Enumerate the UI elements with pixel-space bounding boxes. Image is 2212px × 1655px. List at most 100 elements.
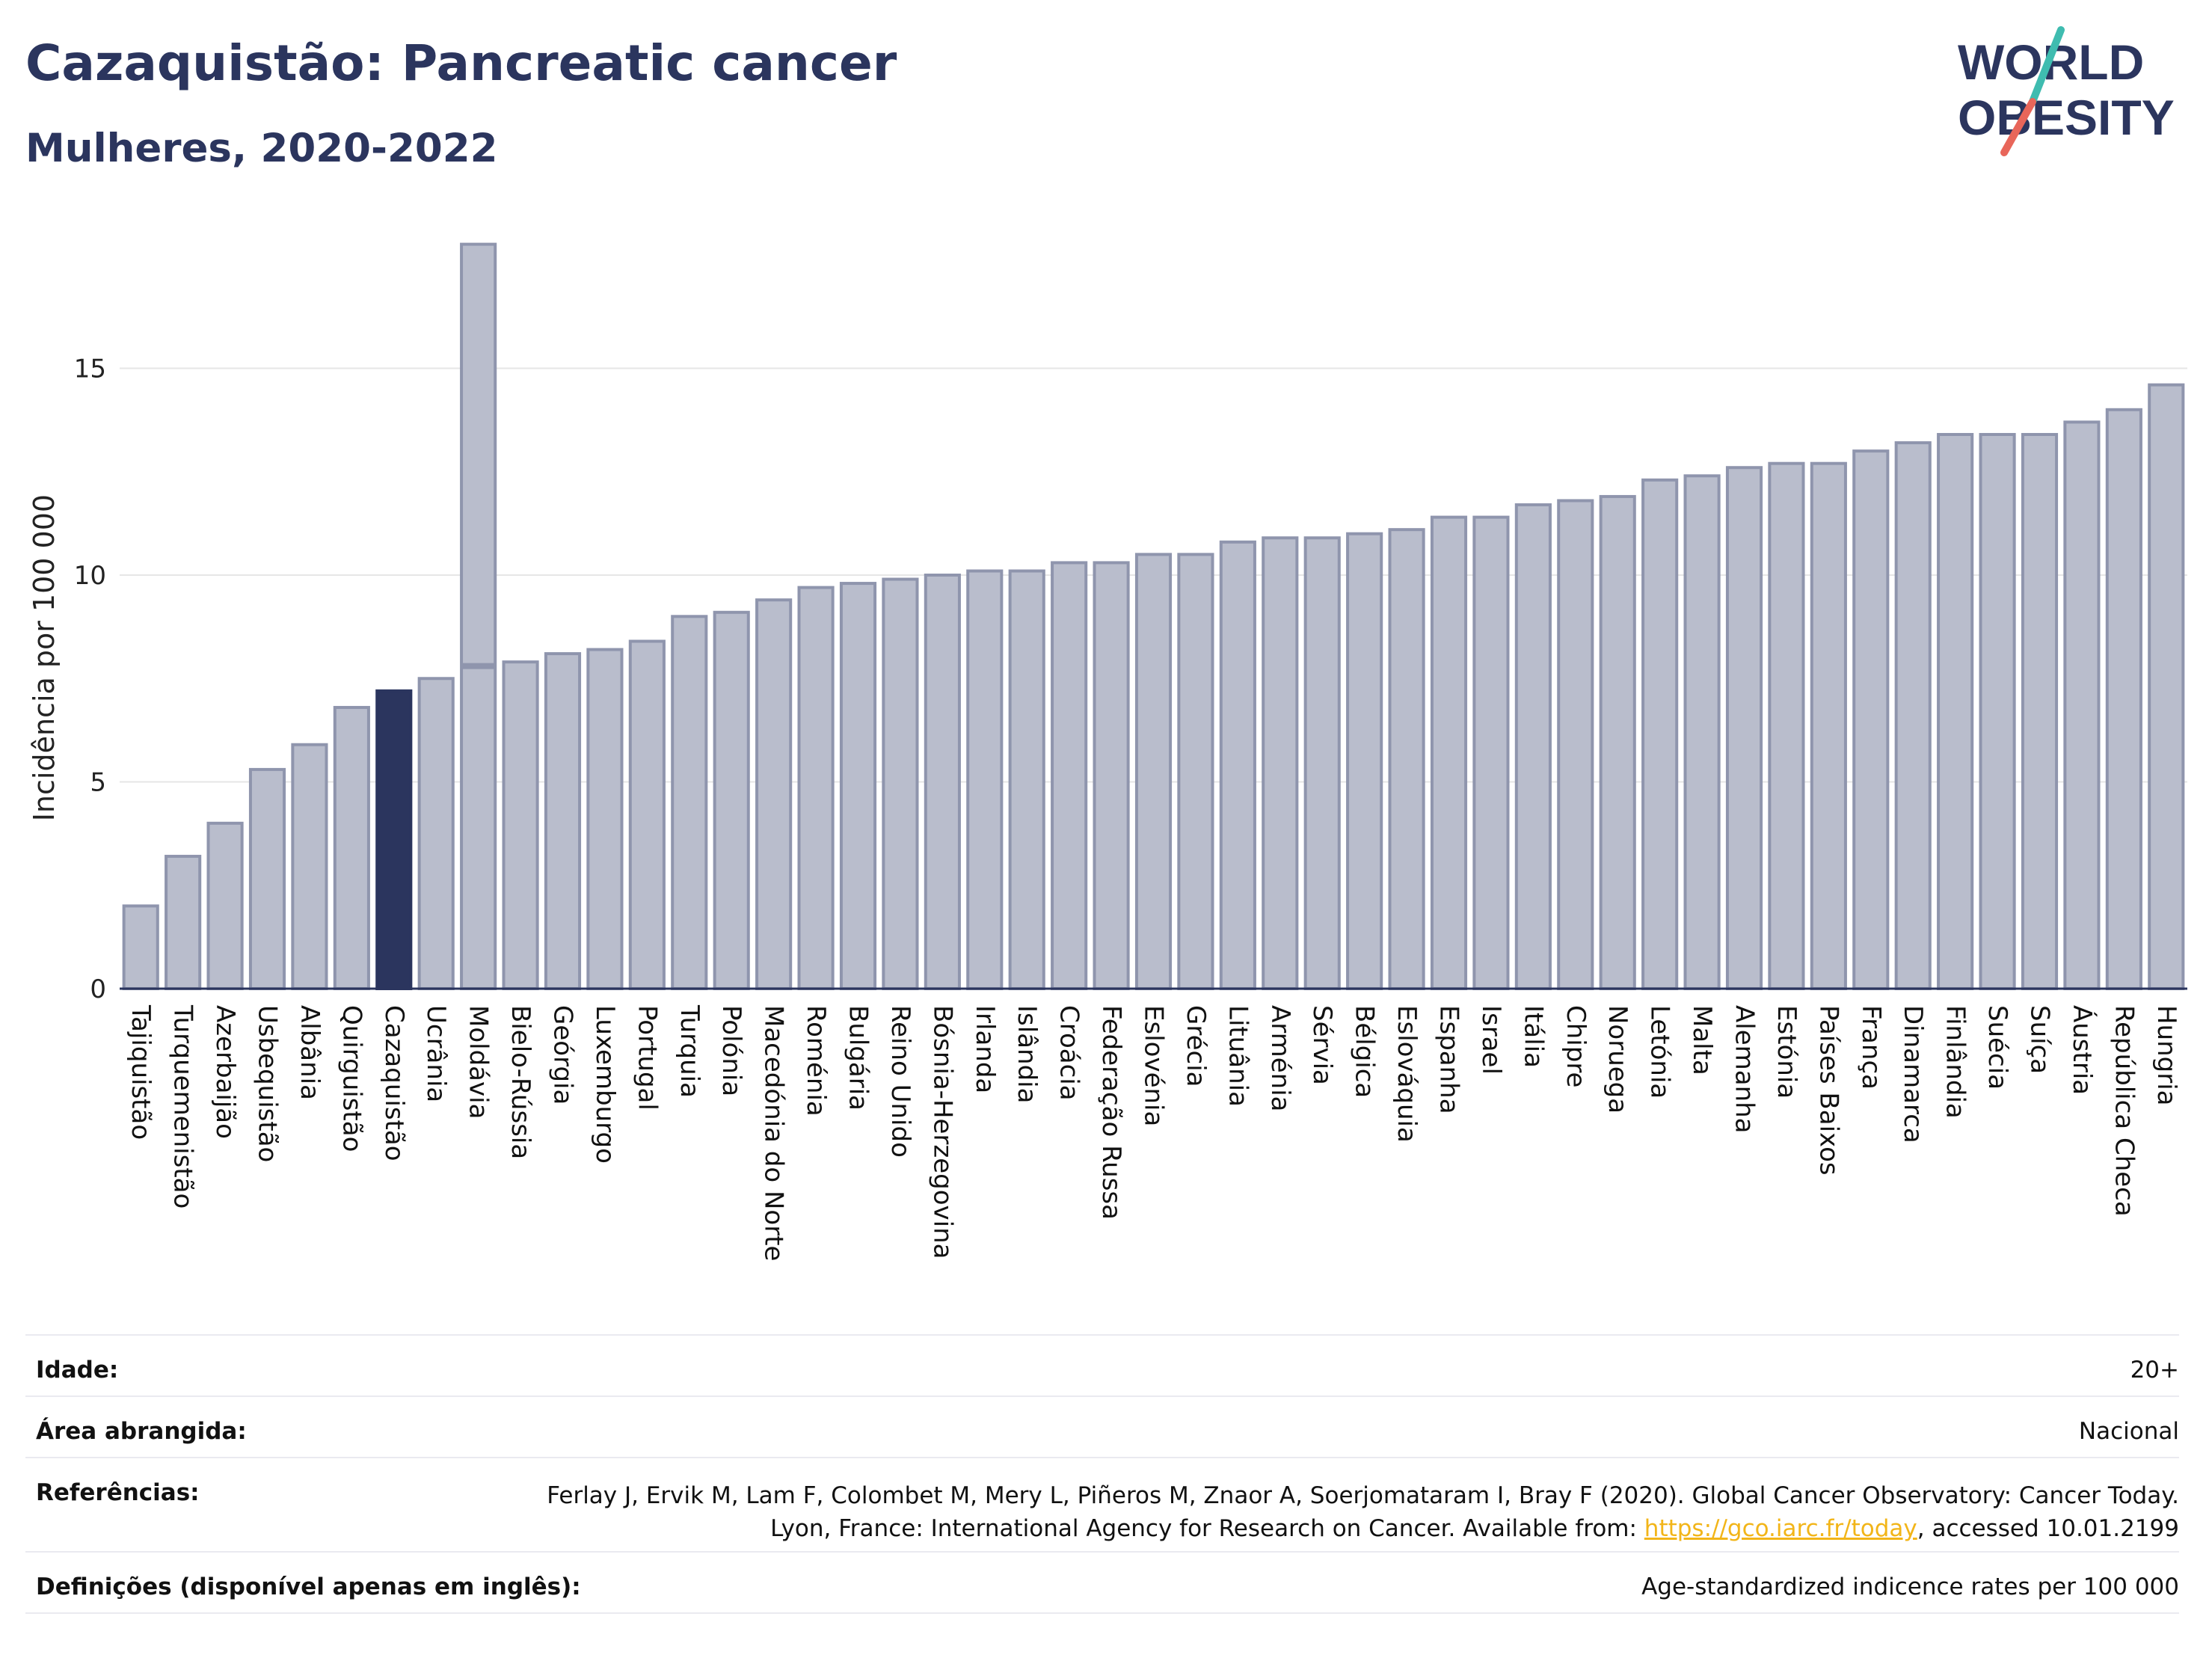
x-tick-label: Letónia <box>1645 1005 1675 1099</box>
bar <box>1725 466 1763 990</box>
x-tick-label: Roménia <box>801 1005 831 1117</box>
chart-title: Cazaquistão: Pancreatic cancer <box>25 34 897 92</box>
bar <box>1346 532 1383 990</box>
bar <box>1683 474 1721 990</box>
bar <box>1641 478 1679 990</box>
bar <box>165 855 202 991</box>
bar <box>1599 494 1636 990</box>
bar-chart: 0 5 10 15 Incidência por 100 000 Tajiquistão T… <box>28 242 2187 1261</box>
bar <box>1008 569 1045 990</box>
x-tick-label: Noruega <box>1603 1005 1632 1114</box>
bar <box>1472 515 1510 990</box>
x-tick-label: França <box>1856 1005 1886 1090</box>
bar <box>1093 561 1130 990</box>
bar <box>882 577 919 990</box>
reference-suffix: , accessed 10.01.2199 <box>1917 1515 2179 1542</box>
x-tick-label: Áustria <box>2067 1005 2098 1095</box>
bar <box>333 705 370 991</box>
x-tick-label: Hungria <box>2151 1005 2181 1106</box>
meta-key-coverage: Área abrangida: <box>36 1418 247 1445</box>
y-tick-label: 5 <box>90 768 106 798</box>
bar <box>1051 561 1088 990</box>
y-tick-label: 0 <box>90 974 106 1004</box>
x-tick-label: Reino Unido <box>885 1005 915 1158</box>
meta-value-definitions: Age-standardized indicence rates per 100… <box>1641 1573 2179 1600</box>
bar <box>2021 432 2059 990</box>
bar <box>839 582 877 990</box>
x-tick-label: Sérvia <box>1307 1005 1337 1085</box>
bar <box>628 639 666 990</box>
x-tick-label: Israel <box>1476 1005 1506 1075</box>
bar <box>375 689 413 991</box>
reference-link[interactable]: https://gco.iarc.fr/today <box>1644 1515 1917 1542</box>
x-tick-label: Dinamarca <box>1898 1005 1928 1143</box>
x-tick-label: Grécia <box>1181 1005 1211 1087</box>
x-tick-label: Federação Russa <box>1096 1005 1126 1220</box>
meta-row-age: Idade: 20+ <box>25 1334 2179 1395</box>
logo-slash-teal <box>2029 26 2065 105</box>
y-tick-label: 15 <box>74 354 106 384</box>
x-tick-label: Croácia <box>1054 1005 1084 1101</box>
x-tick-label: Geórgia <box>548 1005 578 1105</box>
x-tick-label: Finlândia <box>1941 1005 1970 1119</box>
x-tick-label: Polónia <box>716 1005 746 1096</box>
bar <box>1979 432 2016 990</box>
bar <box>924 574 961 990</box>
meta-value-age: 20+ <box>2130 1357 2179 1384</box>
bar <box>1768 461 1805 990</box>
x-tick-label: Lituânia <box>1223 1005 1253 1107</box>
meta-value-references: Ferlay J, Ervik M, Lam F, Colombet M, Me… <box>534 1479 2179 1545</box>
bar <box>2148 383 2185 990</box>
x-tick-label: Malta <box>1687 1005 1717 1075</box>
x-tick-label: Irlanda <box>970 1005 1000 1093</box>
bar <box>502 660 539 990</box>
meta-key-definitions: Definições (disponível apenas em inglês)… <box>36 1573 581 1600</box>
x-tick-label: Azerbaijão <box>210 1005 240 1139</box>
x-tick-label: Arménia <box>1265 1005 1295 1112</box>
meta-key-references: Referências: <box>36 1479 200 1506</box>
x-tick-label: Quirguistão <box>337 1005 366 1152</box>
bar <box>122 904 159 991</box>
logo-slash-coral <box>2000 98 2036 156</box>
meta-row-definitions: Definições (disponível apenas em inglês)… <box>25 1551 2179 1614</box>
y-axis-label: Incidência por 100 000 <box>28 494 61 821</box>
bar <box>1134 553 1173 990</box>
x-tick-label: Itália <box>1518 1005 1548 1068</box>
chart-subtitle: Mulheres, 2020-2022 <box>25 126 498 171</box>
x-tick-label: Ucrânia <box>421 1005 451 1102</box>
x-tick-label: Bulgária <box>844 1005 873 1111</box>
meta-row-references: Referências: Ferlay J, Ervik M, Lam F, C… <box>25 1457 2179 1551</box>
meta-value-coverage: Nacional <box>2078 1418 2179 1445</box>
bar <box>671 615 708 990</box>
x-tick-label: Luxemburgo <box>590 1005 620 1164</box>
x-tick-label: Cazaquistão <box>379 1005 409 1161</box>
x-tick-label: Eslováquia <box>1392 1005 1422 1143</box>
logo-text-obesity: OBESITY <box>1958 90 2175 145</box>
bar <box>797 586 835 990</box>
x-tick-label: Alemanha <box>1730 1005 1760 1134</box>
bar <box>291 743 328 990</box>
bar <box>755 598 793 990</box>
x-tick-label: Turquia <box>675 1004 704 1098</box>
x-tick-label: Eslovénia <box>1139 1005 1169 1126</box>
meta-row-coverage: Área abrangida: Nacional <box>25 1395 2179 1457</box>
y-tick-label: 10 <box>74 561 106 591</box>
bar <box>1810 461 1847 990</box>
bar <box>206 821 244 991</box>
bar <box>1557 499 1594 990</box>
bar <box>1937 432 1974 990</box>
bar <box>1262 536 1299 990</box>
bar <box>1388 528 1425 990</box>
x-tick-label: Suécia <box>1982 1005 2012 1090</box>
x-tick-label: Bélgica <box>1350 1005 1380 1098</box>
x-tick-label: Islândia <box>1012 1005 1042 1103</box>
bar <box>1219 540 1256 990</box>
bar <box>2105 408 2142 990</box>
x-tick-label: Tajiquistão <box>126 1004 156 1140</box>
bar <box>1514 503 1552 990</box>
x-tick-label: República Checa <box>2109 1005 2139 1217</box>
metadata-table: Idade: 20+ Área abrangida: Nacional Refe… <box>25 1334 2179 1614</box>
bar <box>1303 536 1341 990</box>
x-tick-label: Bielo-Rússia <box>506 1005 535 1159</box>
reference-text: Ferlay J, Ervik M, Lam F, Colombet M, Me… <box>547 1482 2179 1542</box>
